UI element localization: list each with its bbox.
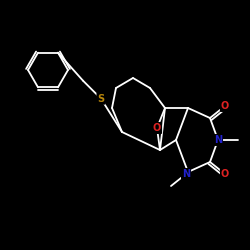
Text: S: S	[98, 94, 104, 104]
Text: O: O	[221, 101, 229, 111]
Text: N: N	[182, 169, 190, 179]
Text: O: O	[153, 123, 161, 133]
Text: N: N	[214, 135, 222, 145]
Text: O: O	[221, 169, 229, 179]
